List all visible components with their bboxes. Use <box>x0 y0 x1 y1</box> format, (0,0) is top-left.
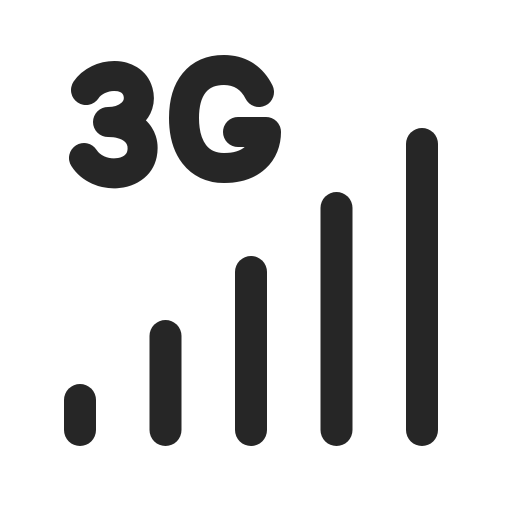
network-label: 3G <box>84 55 266 194</box>
letter-g-glyph <box>169 55 281 183</box>
digit-3-glyph <box>69 61 158 189</box>
signal-bars <box>64 128 438 446</box>
